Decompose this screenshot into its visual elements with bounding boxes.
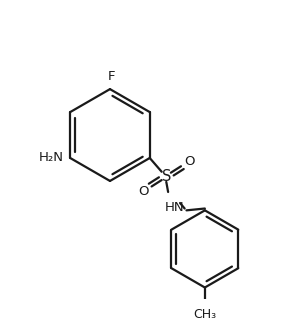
Text: S: S — [162, 169, 171, 184]
Text: O: O — [184, 155, 195, 168]
Text: CH₃: CH₃ — [193, 308, 216, 321]
Text: HN: HN — [164, 201, 184, 214]
Text: H₂N: H₂N — [39, 151, 64, 165]
Text: O: O — [138, 185, 149, 198]
Text: F: F — [108, 70, 116, 83]
